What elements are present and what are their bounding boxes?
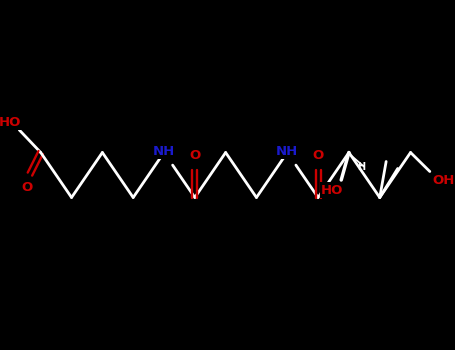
Text: OH: OH — [432, 174, 455, 187]
Text: NH: NH — [276, 145, 298, 158]
Text: O: O — [189, 149, 201, 162]
Text: NH: NH — [153, 145, 175, 158]
Text: HO: HO — [0, 116, 21, 129]
Text: O: O — [313, 149, 324, 162]
Text: H: H — [357, 161, 365, 171]
Text: O: O — [21, 181, 32, 194]
Text: HO: HO — [321, 183, 343, 196]
